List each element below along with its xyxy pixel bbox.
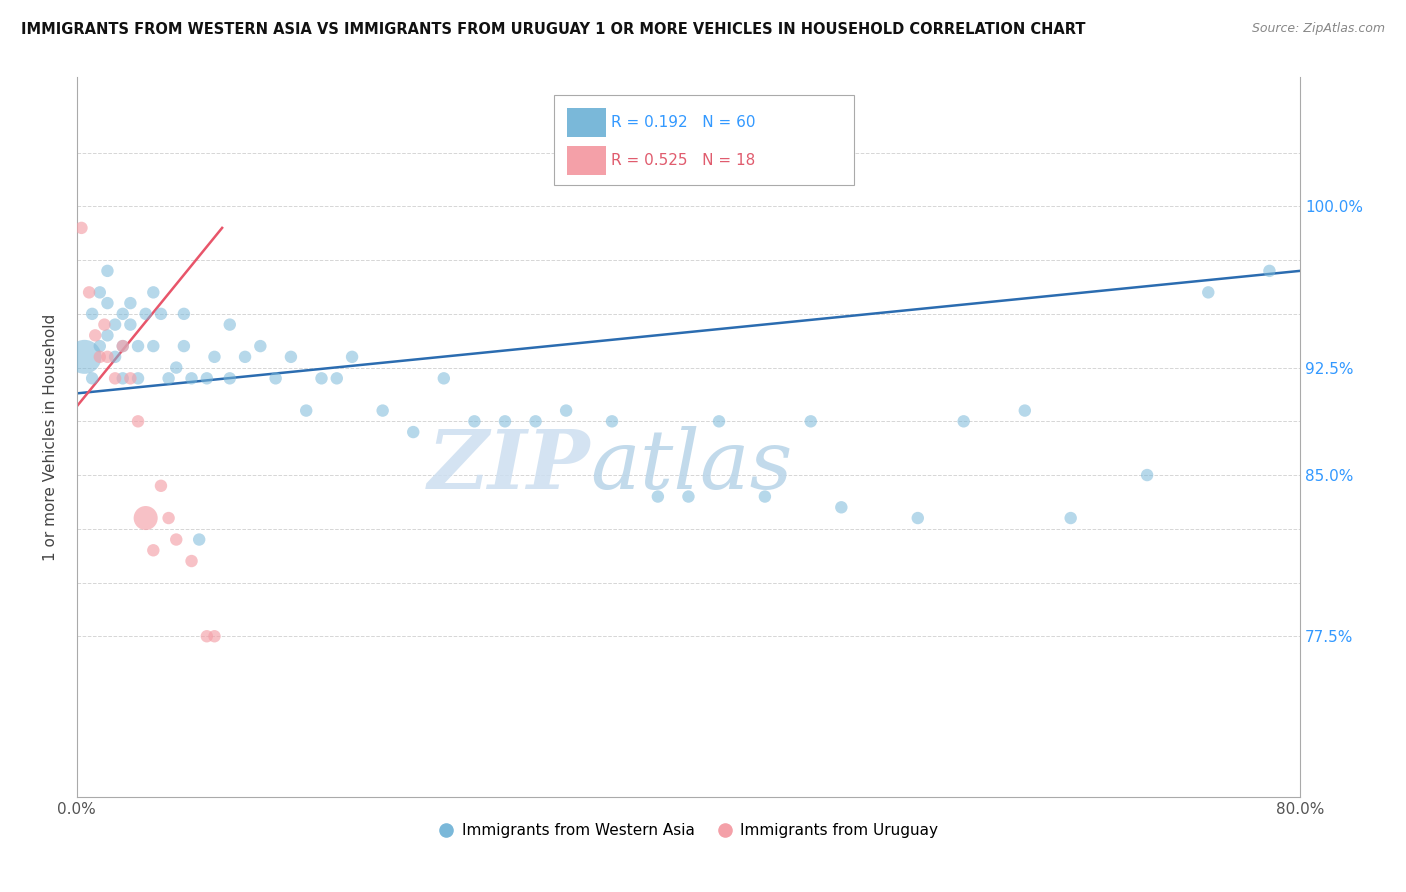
Point	[678, 490, 700, 504]
Point	[104, 371, 127, 385]
Point	[952, 414, 974, 428]
Point	[1197, 285, 1219, 300]
Text: IMMIGRANTS FROM WESTERN ASIA VS IMMIGRANTS FROM URUGUAY 1 OR MORE VEHICLES IN HO: IMMIGRANTS FROM WESTERN ASIA VS IMMIGRAN…	[21, 22, 1085, 37]
Point	[142, 543, 165, 558]
Point	[84, 328, 107, 343]
Point	[600, 414, 623, 428]
Point	[111, 371, 134, 385]
Point	[180, 371, 202, 385]
Point	[96, 328, 118, 343]
Point	[142, 339, 165, 353]
Point	[157, 371, 180, 385]
Point	[96, 296, 118, 310]
Point	[73, 350, 96, 364]
Point	[188, 533, 211, 547]
Text: R = 0.192   N = 60: R = 0.192 N = 60	[612, 115, 756, 130]
Point	[111, 339, 134, 353]
Point	[280, 350, 302, 364]
Point	[165, 533, 187, 547]
Point	[120, 296, 142, 310]
Point	[96, 264, 118, 278]
Point	[295, 403, 318, 417]
Point	[142, 285, 165, 300]
Point	[195, 371, 218, 385]
Point	[233, 350, 256, 364]
Point	[104, 318, 127, 332]
Point	[173, 307, 195, 321]
Text: Source: ZipAtlas.com: Source: ZipAtlas.com	[1251, 22, 1385, 36]
Point	[173, 339, 195, 353]
Point	[707, 414, 730, 428]
Text: atlas: atlas	[591, 426, 793, 507]
Legend: Immigrants from Western Asia, Immigrants from Uruguay: Immigrants from Western Asia, Immigrants…	[433, 816, 945, 844]
Point	[120, 318, 142, 332]
Point	[89, 285, 111, 300]
Point	[1136, 468, 1159, 483]
Point	[77, 285, 100, 300]
Point	[218, 318, 240, 332]
Point	[149, 307, 172, 321]
Point	[135, 511, 157, 525]
Point	[647, 490, 669, 504]
Point	[111, 339, 134, 353]
Point	[96, 350, 118, 364]
Point	[120, 371, 142, 385]
Point	[82, 371, 104, 385]
Point	[524, 414, 547, 428]
Point	[1060, 511, 1083, 525]
Point	[264, 371, 287, 385]
Point	[180, 554, 202, 568]
Point	[165, 360, 187, 375]
Point	[111, 307, 134, 321]
Point	[402, 425, 425, 439]
Point	[135, 307, 157, 321]
Point	[70, 220, 93, 235]
Point	[830, 500, 852, 515]
Point	[157, 511, 180, 525]
Point	[754, 490, 776, 504]
Point	[127, 414, 149, 428]
Point	[93, 318, 115, 332]
FancyBboxPatch shape	[568, 146, 606, 175]
Y-axis label: 1 or more Vehicles in Household: 1 or more Vehicles in Household	[44, 314, 58, 561]
FancyBboxPatch shape	[568, 108, 606, 136]
Point	[104, 350, 127, 364]
Point	[800, 414, 823, 428]
Point	[127, 371, 149, 385]
Point	[463, 414, 485, 428]
Point	[204, 629, 226, 643]
Point	[326, 371, 349, 385]
Text: R = 0.525   N = 18: R = 0.525 N = 18	[612, 153, 755, 168]
Point	[82, 307, 104, 321]
Point	[249, 339, 271, 353]
Point	[433, 371, 456, 385]
Point	[494, 414, 516, 428]
Point	[89, 350, 111, 364]
Point	[149, 479, 172, 493]
Point	[371, 403, 394, 417]
Point	[1258, 264, 1281, 278]
FancyBboxPatch shape	[554, 95, 853, 186]
Point	[89, 339, 111, 353]
Text: ZIP: ZIP	[427, 426, 591, 507]
Point	[195, 629, 218, 643]
Point	[218, 371, 240, 385]
Point	[555, 403, 578, 417]
Point	[1014, 403, 1036, 417]
Point	[127, 339, 149, 353]
Point	[340, 350, 363, 364]
Point	[204, 350, 226, 364]
Point	[311, 371, 333, 385]
Point	[907, 511, 929, 525]
